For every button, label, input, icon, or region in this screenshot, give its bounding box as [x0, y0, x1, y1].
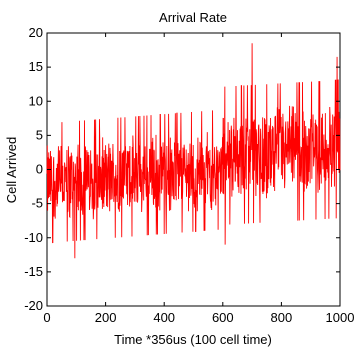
x-tick-label: 800 — [271, 310, 293, 325]
ticks-layer: 0 200 400 600 800 1000 20 15 10 5 0 -5 -10 -15 -20 — [24, 25, 354, 325]
y-tick-label: 20 — [29, 25, 43, 40]
y-tick-label: 0 — [36, 162, 43, 177]
series-layer — [46, 43, 341, 259]
chart-title: Arrival Rate — [159, 10, 227, 25]
y-tick-label: 10 — [29, 93, 43, 108]
series-line — [46, 43, 341, 259]
y-tick-label: -20 — [24, 298, 43, 313]
y-tick-label: 5 — [36, 127, 43, 142]
x-axis-label: Time *356us (100 cell time) — [114, 332, 272, 347]
y-tick-label: -10 — [24, 230, 43, 245]
y-tick-label: -5 — [31, 196, 43, 211]
x-tick-label: 600 — [212, 310, 234, 325]
y-tick-label: 15 — [29, 59, 43, 74]
x-tick-label: 1000 — [326, 310, 355, 325]
x-tick-label: 400 — [153, 310, 175, 325]
y-axis-label: Cell Arrived — [4, 137, 19, 203]
x-tick-label: 200 — [95, 310, 117, 325]
y-tick-label: -15 — [24, 264, 43, 279]
x-tick-label: 0 — [43, 310, 50, 325]
